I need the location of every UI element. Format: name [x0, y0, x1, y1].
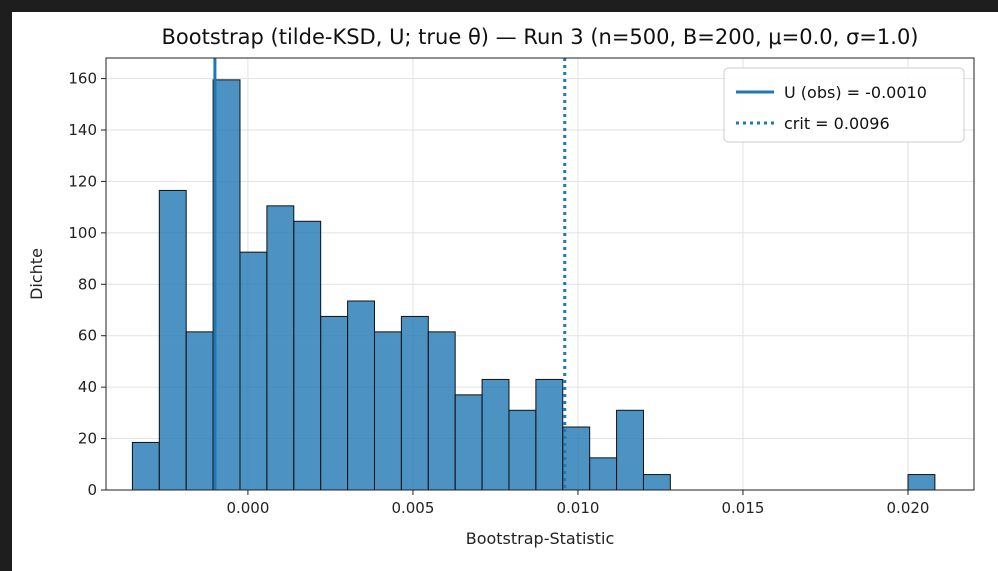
histogram-bar — [508, 409, 537, 491]
plot-area — [105, 57, 975, 491]
y-axis-label: Dichte — [27, 248, 46, 300]
histogram-bar — [293, 220, 322, 491]
histogram-bar — [481, 378, 510, 491]
legend: U (obs) = -0.0010 crit = 0.0096 — [723, 67, 965, 143]
x-tick-label: 0.000 — [226, 499, 269, 517]
x-tick-label: 0.015 — [721, 499, 764, 517]
x-tick-label: 0.020 — [887, 499, 930, 517]
histogram-bar — [185, 331, 214, 491]
histogram-bar — [907, 474, 936, 491]
y-tick-label: 140 — [68, 121, 97, 139]
figure-canvas: Bootstrap (tilde-KSD, U; true θ) — Run 3… — [12, 12, 998, 571]
y-tick-label: 0 — [87, 481, 97, 499]
histogram-bar — [266, 205, 295, 491]
legend-entry-label: U (obs) = -0.0010 — [784, 83, 927, 102]
histogram-bar — [347, 300, 375, 491]
axis-ticks: 0 20 40 60 80 100 120 140 160 0.000 0.005 0.010 0.01… — [68, 70, 929, 517]
x-tick-label: 0.005 — [391, 499, 434, 517]
reference-lines — [213, 58, 567, 490]
y-tick-label: 160 — [68, 70, 97, 88]
histogram-bar — [427, 331, 456, 491]
y-tick-label: 100 — [68, 224, 97, 242]
histogram-bar — [131, 441, 160, 491]
legend-entry-label: crit = 0.0096 — [784, 114, 890, 133]
histogram-bar — [212, 79, 241, 491]
histogram-bar — [642, 474, 671, 491]
histogram-bar — [589, 457, 618, 491]
x-axis-label: Bootstrap-Statistic — [466, 529, 615, 548]
y-tick-label: 120 — [68, 172, 97, 190]
histogram-bar — [616, 409, 644, 491]
histogram-bar — [454, 394, 483, 491]
y-tick-label: 60 — [78, 327, 97, 345]
histogram-bars — [131, 79, 936, 491]
histogram-bar — [158, 189, 187, 491]
x-tick-label: 0.010 — [556, 499, 599, 517]
histogram-bar — [373, 331, 402, 491]
legend-box — [723, 67, 965, 143]
y-tick-label: 80 — [78, 275, 97, 293]
y-tick-label: 20 — [78, 430, 97, 448]
histogram-bar — [239, 251, 268, 491]
histogram-bar — [320, 315, 349, 491]
histogram-bar — [400, 315, 429, 491]
histogram-chart: Bootstrap (tilde-KSD, U; true θ) — Run 3… — [27, 25, 975, 548]
histogram-bar — [562, 426, 591, 491]
histogram-bar — [535, 378, 564, 491]
y-tick-label: 40 — [78, 378, 97, 396]
chart-title: Bootstrap (tilde-KSD, U; true θ) — Run 3… — [162, 25, 919, 49]
